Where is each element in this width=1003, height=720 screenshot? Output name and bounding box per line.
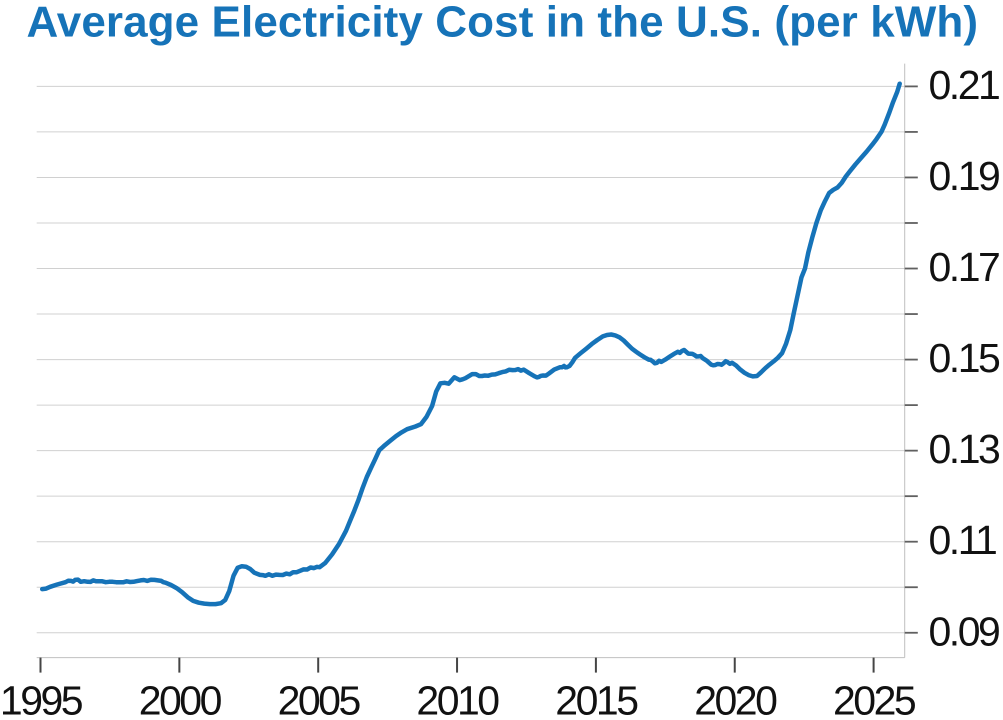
svg-text:0.09: 0.09 bbox=[929, 608, 999, 654]
svg-text:2010: 2010 bbox=[416, 678, 499, 720]
svg-text:0.17: 0.17 bbox=[929, 244, 999, 290]
svg-text:0.19: 0.19 bbox=[929, 153, 999, 199]
svg-text:2020: 2020 bbox=[694, 678, 777, 720]
svg-text:0.13: 0.13 bbox=[929, 426, 999, 472]
svg-text:0.15: 0.15 bbox=[929, 335, 1000, 381]
svg-text:2000: 2000 bbox=[139, 678, 222, 720]
svg-text:2005: 2005 bbox=[278, 678, 361, 720]
svg-text:1995: 1995 bbox=[0, 678, 83, 720]
svg-text:2025: 2025 bbox=[833, 678, 916, 720]
svg-text:Average Electricity Cost in th: Average Electricity Cost in the U.S. (pe… bbox=[27, 0, 979, 47]
svg-text:0.21: 0.21 bbox=[929, 62, 999, 108]
svg-text:2015: 2015 bbox=[555, 678, 638, 720]
svg-text:0.11: 0.11 bbox=[929, 517, 996, 563]
